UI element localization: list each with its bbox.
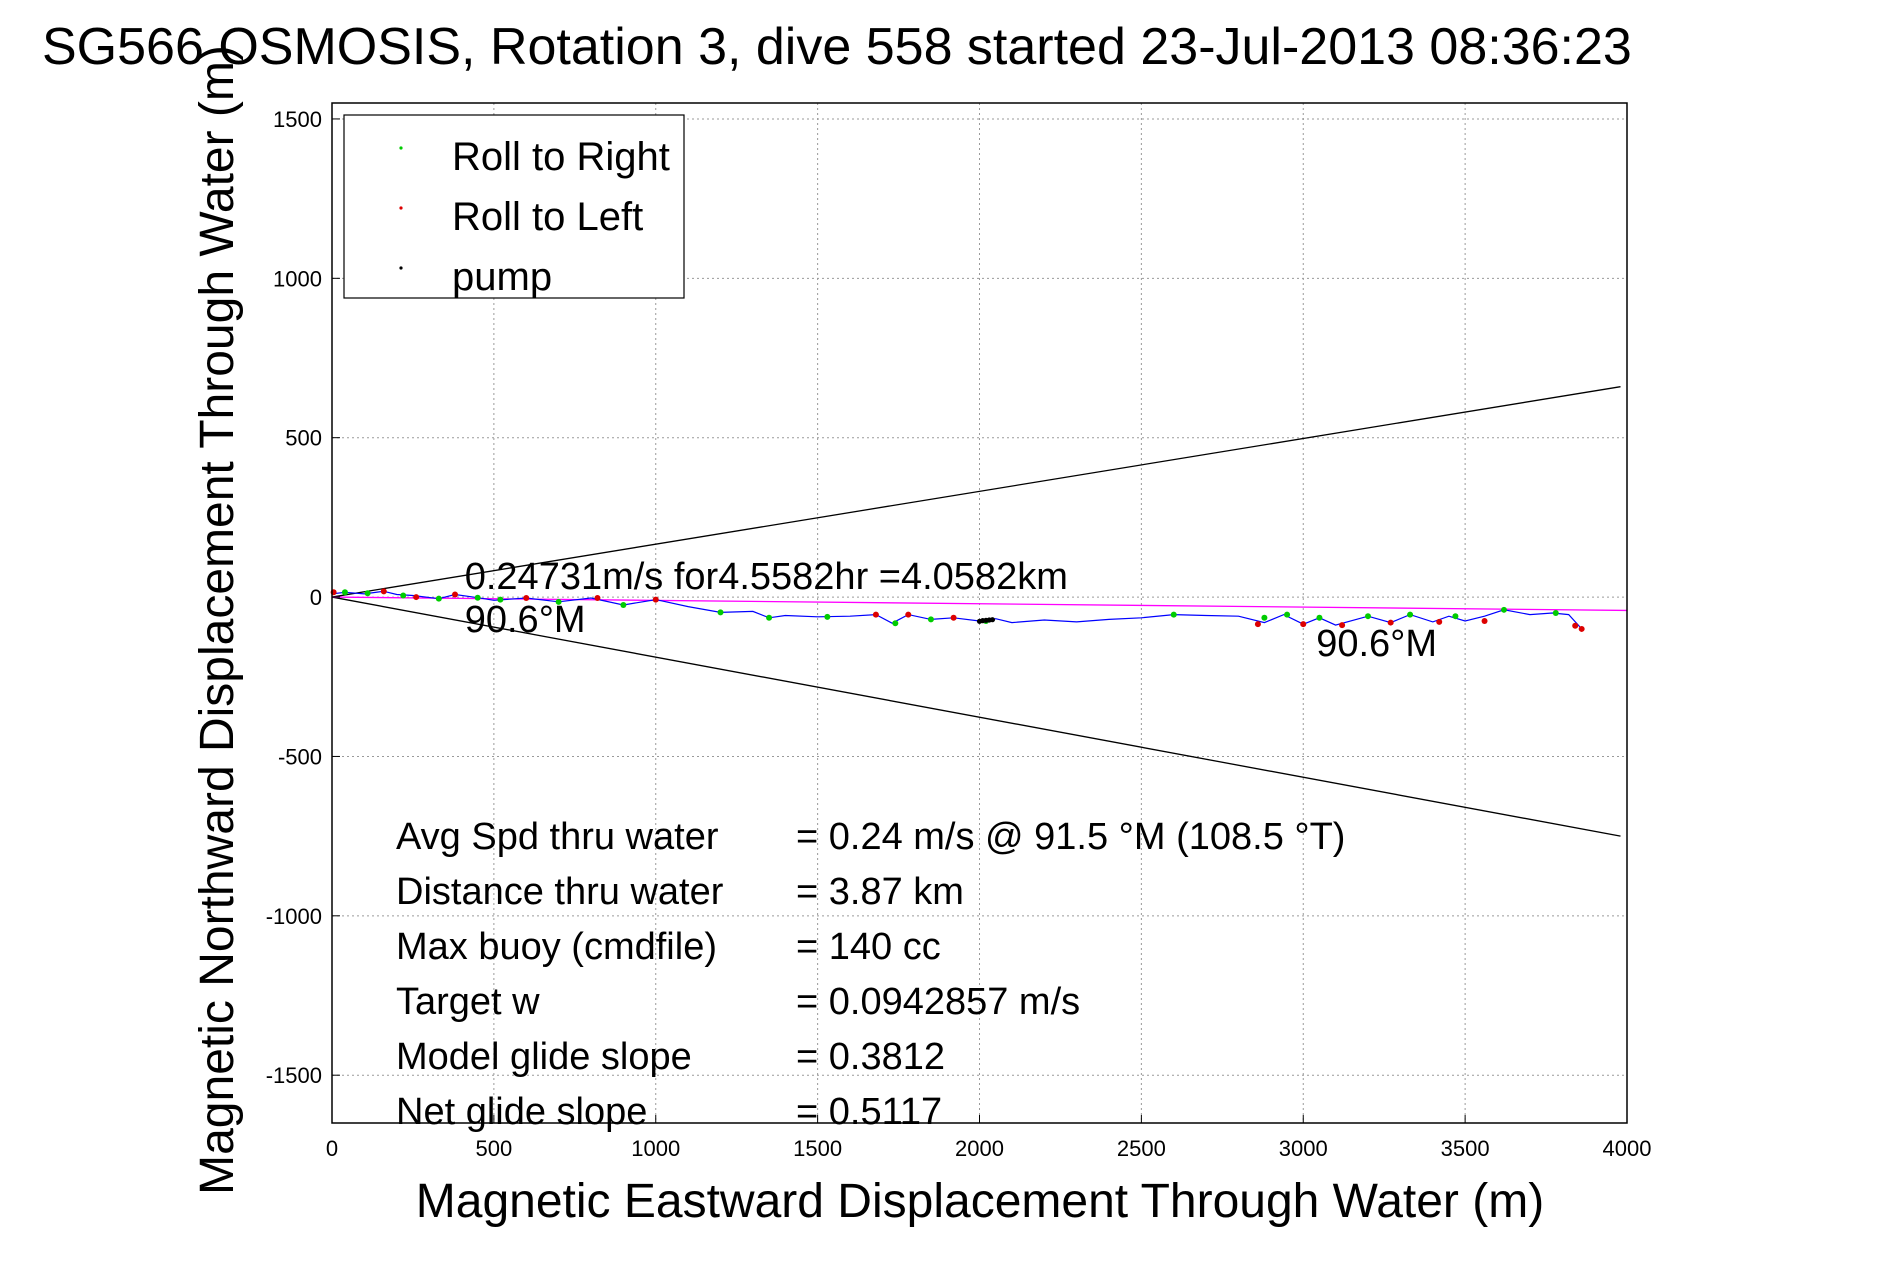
roll-left-point: [1572, 622, 1579, 629]
stat-label: Distance thru water: [396, 871, 724, 913]
roll-left-point: [523, 595, 530, 602]
stat-label: Net glide slope: [396, 1091, 647, 1133]
roll-left-point: [452, 591, 459, 598]
stat-label: Avg Spd thru water: [396, 816, 719, 858]
roll-left-point: [1300, 621, 1307, 628]
roll-left-point: [1481, 617, 1488, 624]
stats-block: Avg Spd thru water = 0.24 m/s @ 91.5 °M (…: [396, 816, 1345, 1133]
roll-right-point: [1500, 606, 1507, 613]
x-tick-label: 1500: [793, 1136, 842, 1161]
roll-right-point: [717, 609, 724, 616]
roll-left-point: [594, 595, 601, 602]
legend-marker: [399, 146, 403, 150]
legend: Roll to Right Roll to Left pump: [343, 114, 685, 299]
roll-right-point: [1170, 611, 1177, 618]
stat-value: = 140 cc: [796, 926, 941, 968]
lower-cone-line: [331, 596, 1621, 837]
roll-left-point: [1254, 621, 1261, 628]
roll-right-point: [1284, 611, 1291, 618]
legend-label: Roll to Left: [452, 195, 643, 239]
roll-right-point: [400, 592, 407, 599]
stat-value: = 0.5117: [796, 1091, 942, 1133]
pump-point: [989, 617, 996, 623]
roll-left-point: [872, 611, 879, 618]
roll-left-point: [1387, 619, 1394, 626]
y-tick-label: -1500: [266, 1063, 322, 1088]
roll-right-point: [1316, 614, 1323, 621]
heading-line: [331, 596, 1628, 612]
annotations: 0.24731m/s for4.5582hr =4.0582km90.6°M90…: [465, 556, 1437, 665]
stat-value: = 0.0942857 m/s: [796, 981, 1080, 1023]
axis-ticks: 0 500 1000 1500 2000 2500 3000 3500 4000 1500 1000…: [266, 107, 1652, 1161]
x-tick-label: 0: [326, 1136, 338, 1161]
roll-left-point: [380, 588, 387, 595]
x-tick-label: 2500: [1117, 1136, 1166, 1161]
roll-left-point: [652, 596, 659, 603]
legend-label: pump: [452, 255, 552, 299]
legend-marker: [399, 266, 403, 270]
roll-left-point: [950, 614, 957, 621]
y-tick-label: 1500: [273, 107, 322, 132]
stat-value: = 0.3812: [796, 1036, 945, 1078]
roll-left-point: [413, 594, 420, 601]
annotation-0: 0.24731m/s for4.5582hr =4.0582km: [465, 556, 1068, 598]
legend-label: Roll to Right: [452, 135, 670, 179]
x-tick-label: 4000: [1603, 1136, 1652, 1161]
y-tick-label: -500: [278, 744, 322, 769]
roll-left-point: [1339, 622, 1346, 629]
roll-right-point: [1261, 614, 1268, 621]
y-tick-label: 0: [310, 585, 322, 610]
stat-label: Target w: [396, 981, 540, 1023]
roll-right-point: [555, 598, 562, 605]
chart-title: SG566 OSMOSIS, Rotation 3, dive 558 star…: [42, 18, 1632, 76]
annotation-2: 90.6°M: [1316, 623, 1437, 665]
roll-left-point: [1578, 625, 1585, 632]
roll-right-point: [892, 620, 899, 627]
legend-marker: [399, 206, 403, 210]
dive-track: [331, 590, 1583, 630]
y-tick-label: -1000: [266, 904, 322, 929]
roll-left-point: [905, 611, 912, 618]
reference-lines: [331, 386, 1628, 837]
upper-cone-line: [331, 386, 1621, 598]
roll-right-point: [1452, 613, 1459, 620]
roll-right-point: [1407, 611, 1414, 618]
roll-points: [330, 588, 1585, 632]
x-tick-label: 3500: [1441, 1136, 1490, 1161]
roll-right-point: [620, 602, 627, 609]
roll-right-point: [497, 596, 504, 603]
y-axis-label: Magnetic Northward Displacement Through …: [191, 45, 244, 1195]
roll-right-point: [435, 595, 442, 602]
annotation-1: 90.6°M: [465, 599, 586, 641]
x-tick-label: 2000: [955, 1136, 1004, 1161]
x-tick-label: 1000: [631, 1136, 680, 1161]
x-tick-label: 3000: [1279, 1136, 1328, 1161]
stat-label: Model glide slope: [396, 1036, 692, 1078]
roll-right-point: [1365, 613, 1371, 620]
roll-left-point: [1436, 618, 1443, 625]
stat-label: Max buoy (cmdfile): [396, 926, 717, 968]
track-line: [331, 590, 1583, 630]
y-tick-label: 1000: [273, 266, 322, 291]
x-axis-label: Magnetic Eastward Displacement Through W…: [416, 1175, 1544, 1228]
roll-right-point: [364, 590, 371, 597]
roll-right-point: [341, 589, 348, 596]
roll-right-point: [766, 614, 773, 621]
roll-right-point: [824, 613, 831, 620]
roll-right-point: [927, 616, 934, 623]
stat-value: = 3.87 km: [796, 871, 964, 913]
roll-right-point: [1552, 610, 1559, 616]
y-tick-label: 500: [285, 426, 322, 451]
roll-right-point: [474, 594, 481, 601]
x-tick-label: 500: [476, 1136, 513, 1161]
stat-value: = 0.24 m/s @ 91.5 °M (108.5 °T): [796, 816, 1345, 858]
